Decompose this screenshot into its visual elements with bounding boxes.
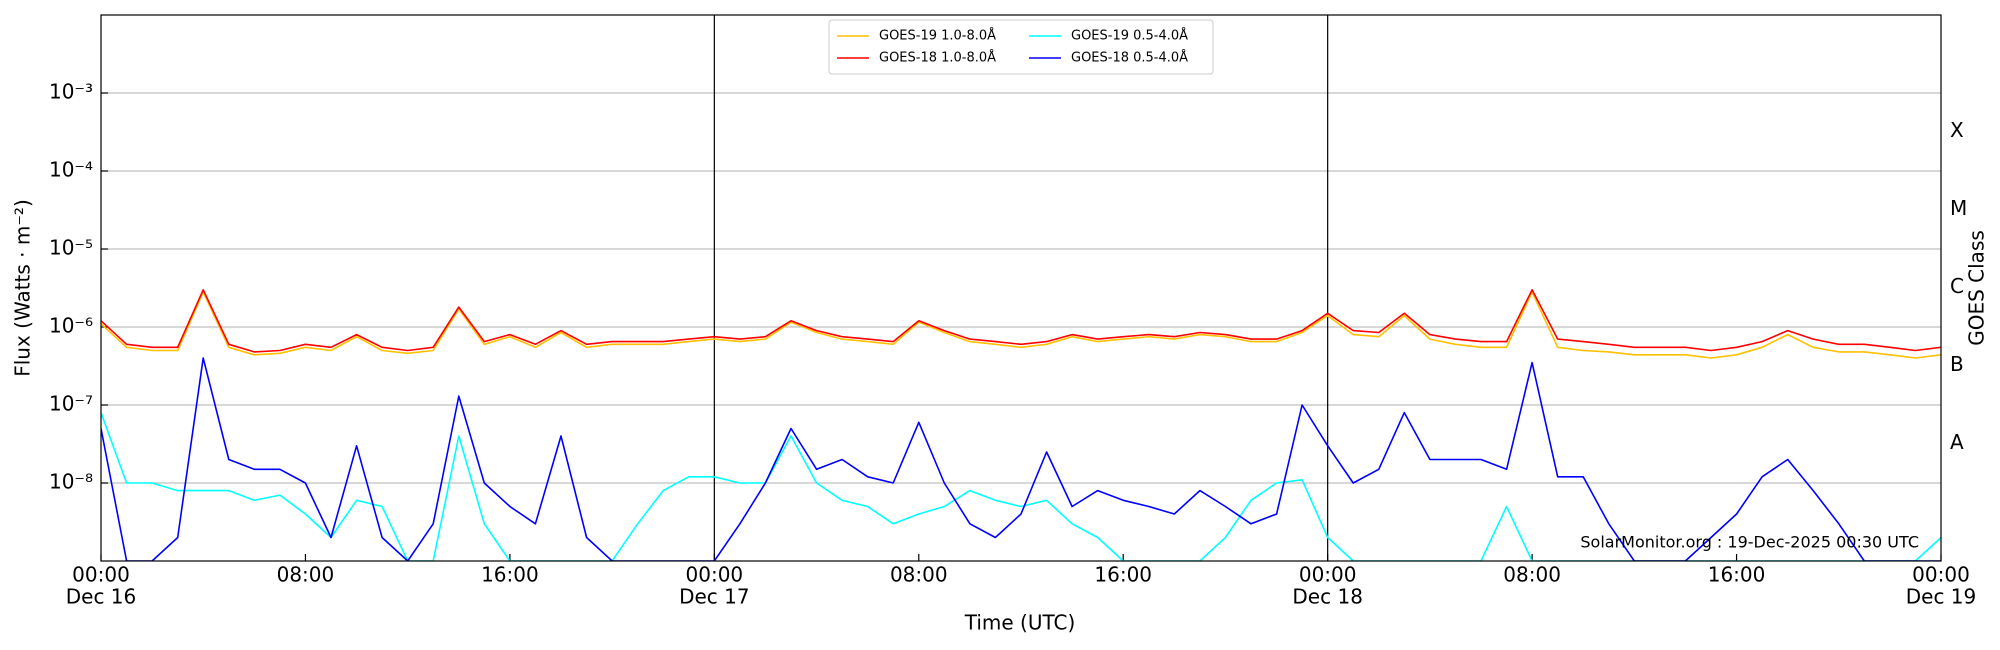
x-tick-sublabel: Dec 18 [1292, 585, 1363, 609]
y2-tick-label: M [1950, 196, 1967, 220]
plot-frame [100, 14, 1942, 562]
series-group [101, 288, 1941, 561]
legend-label: GOES-19 0.5-4.0Å [1071, 28, 1188, 44]
legend-box [828, 19, 1214, 75]
y2-tick-label: A [1950, 430, 1964, 454]
y-tick-label: 10⁻³ [49, 80, 93, 104]
legend-label: GOES-18 0.5-4.0Å [1071, 50, 1188, 66]
x-axis-label: Time (UTC) [964, 611, 1076, 635]
x-tick-label: 16:00 [1094, 563, 1152, 587]
x-tick-label: 00:00 [686, 563, 744, 587]
y-tick-label: 10⁻⁴ [49, 158, 93, 182]
legend-label: GOES-19 1.0-8.0Å [879, 28, 996, 44]
y2-tick-label: B [1950, 352, 1964, 376]
y2-tick-label: X [1950, 118, 1964, 142]
x-tick-label: 00:00 [1912, 563, 1970, 587]
x-tick-sublabel: Dec 17 [679, 585, 750, 609]
series-line [101, 288, 1941, 353]
x-tick-sublabel: Dec 16 [66, 585, 137, 609]
x-tick-label: 08:00 [277, 563, 335, 587]
y-tick-label: 10⁻⁷ [49, 392, 93, 416]
x-tick-label: 00:00 [72, 563, 130, 587]
y-tick-label: 10⁻⁸ [49, 470, 93, 494]
x-tick-label: 08:00 [890, 563, 948, 587]
y-axis-label: Flux (Watts · m⁻²) [11, 199, 35, 377]
x-tick-label: 16:00 [1708, 563, 1766, 587]
x-tick-label: 08:00 [1503, 563, 1561, 587]
y2-tick-label: C [1950, 274, 1964, 298]
y2-axis-label: GOES Class [1965, 230, 1989, 346]
y-tick-label: 10⁻⁵ [49, 236, 93, 260]
x-tick-sublabel: Dec 19 [1906, 585, 1977, 609]
series-line [101, 357, 1941, 561]
x-tick-label: 16:00 [481, 563, 539, 587]
y-tick-label: 10⁻⁶ [49, 314, 93, 338]
series-line [101, 291, 1941, 359]
annotation: SolarMonitor.org : 19-Dec-2025 00:30 UTC [1580, 533, 1919, 552]
series-line [101, 412, 1941, 561]
x-tick-label: 00:00 [1299, 563, 1357, 587]
legend-label: GOES-18 1.0-8.0Å [879, 50, 996, 66]
